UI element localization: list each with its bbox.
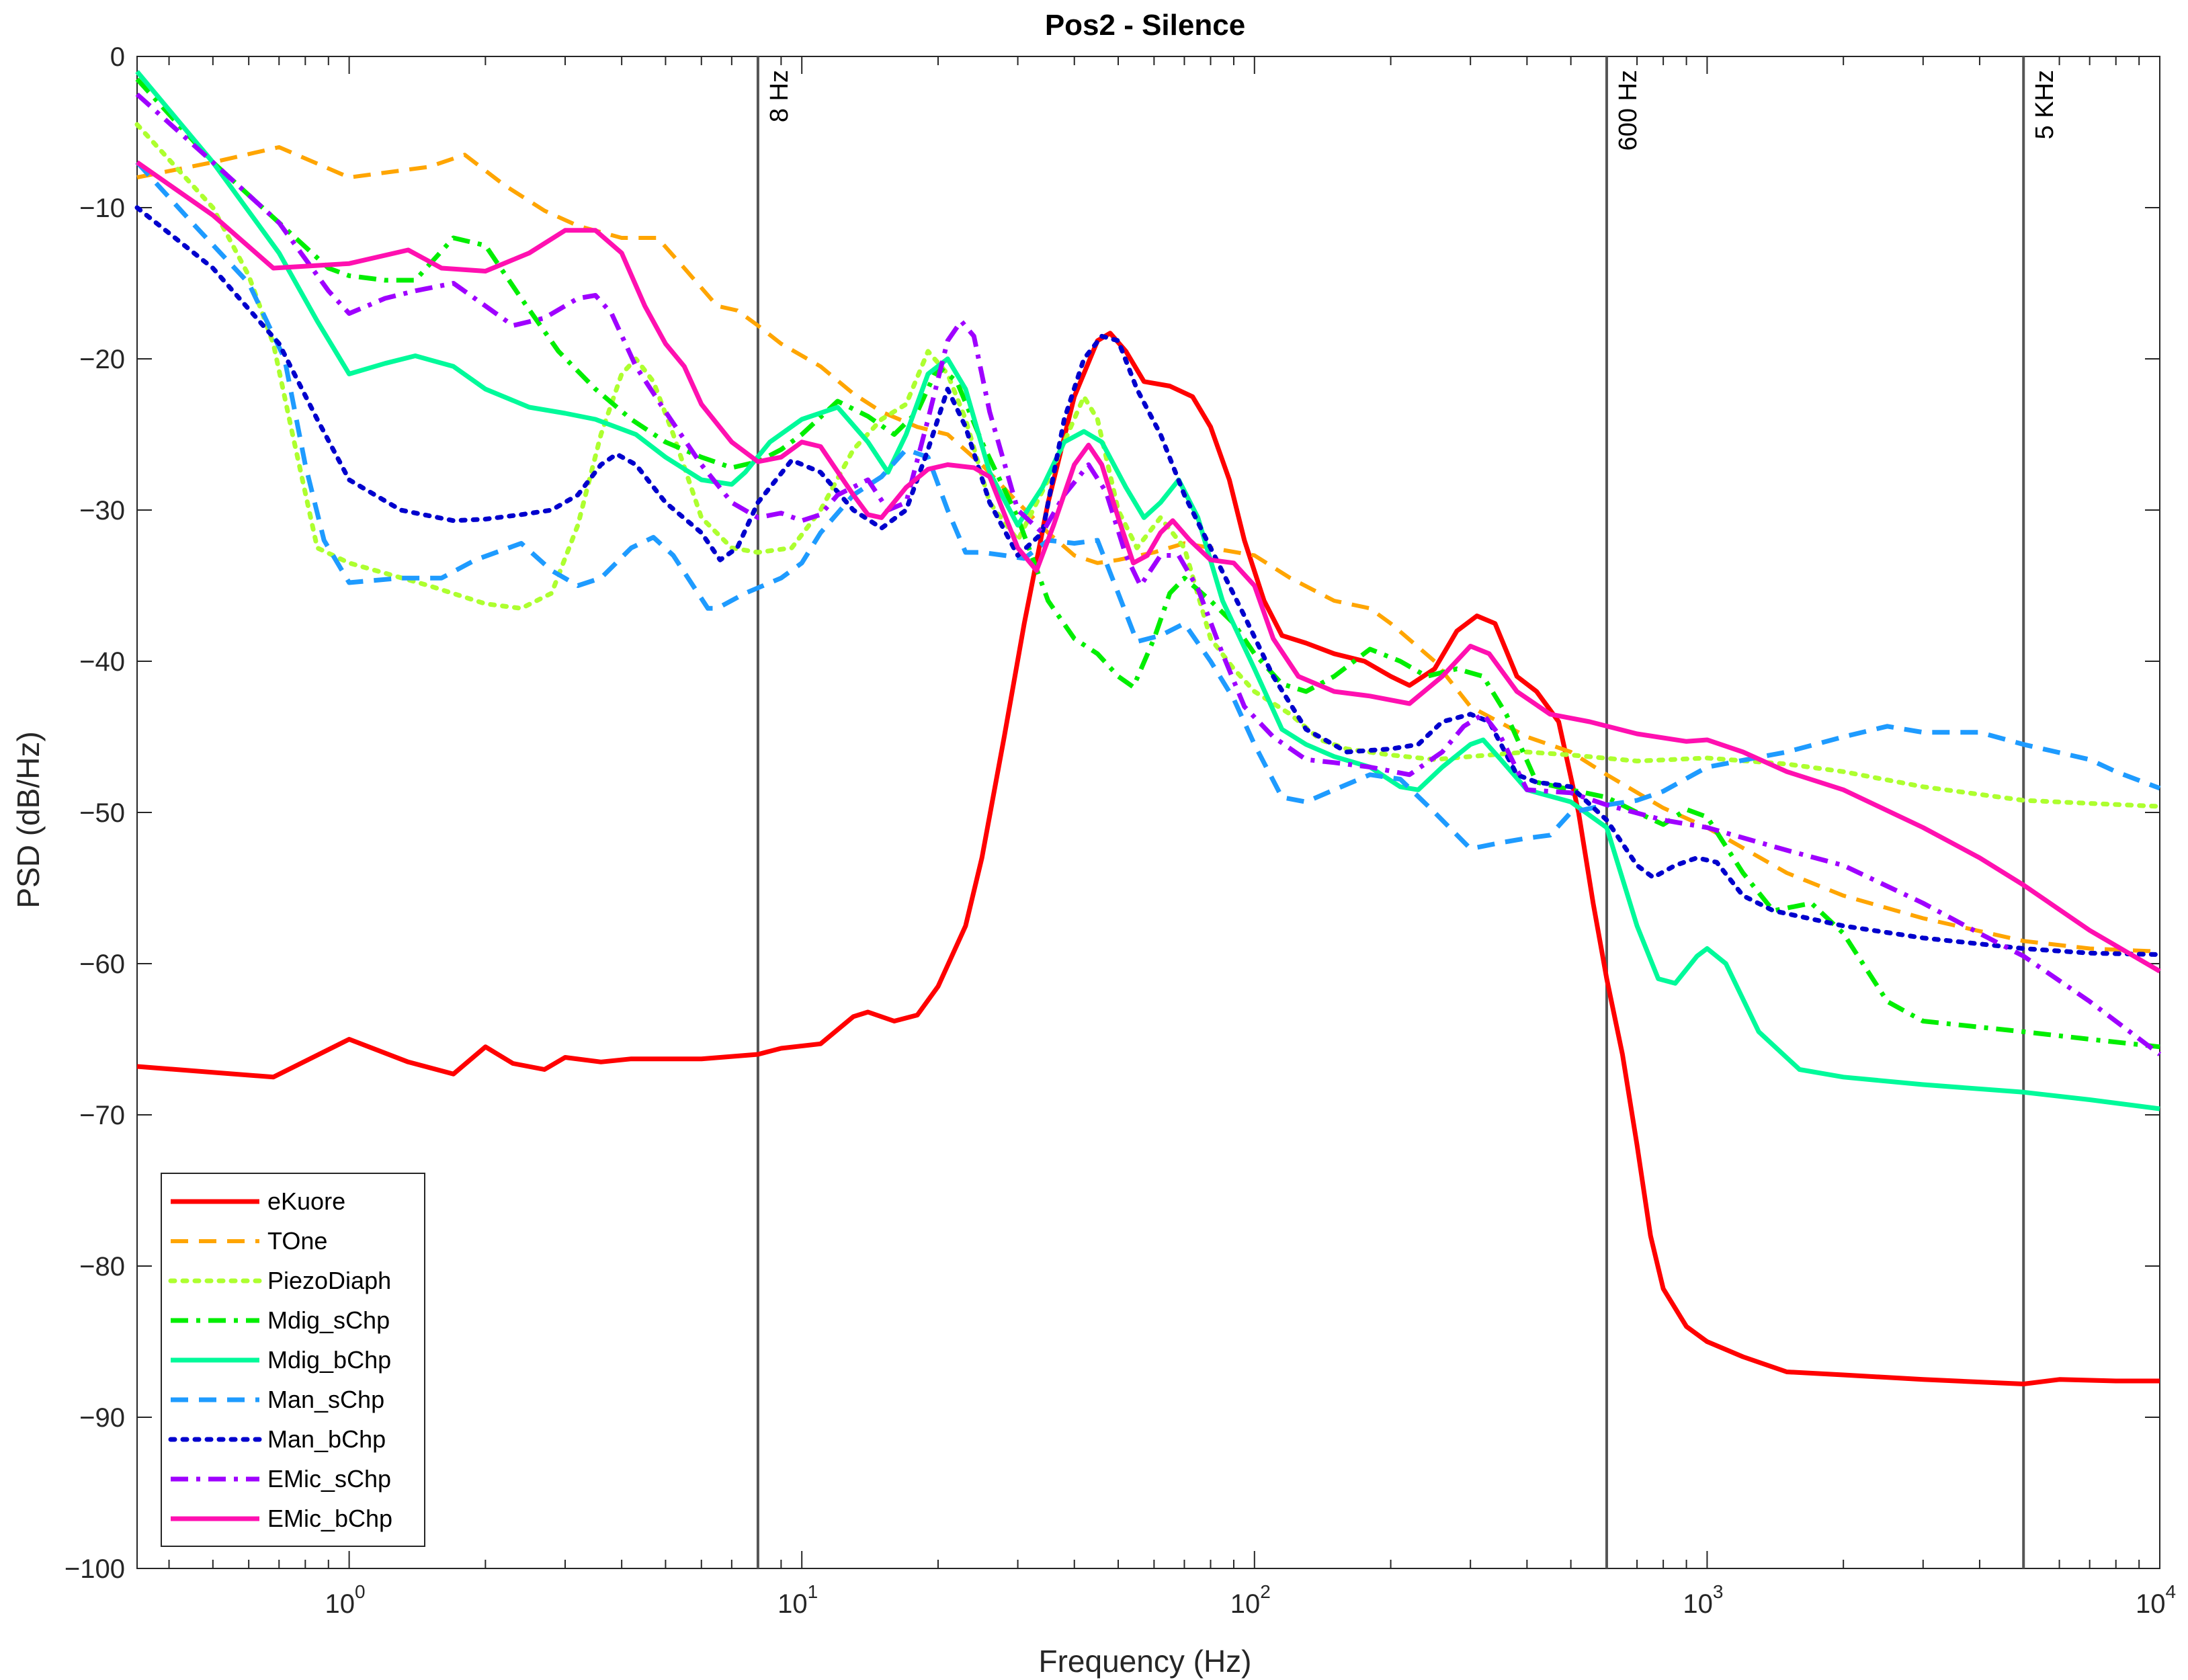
y-tick-label: −80 — [79, 1252, 125, 1282]
series-line-mdig-schp — [135, 77, 2160, 1050]
legend-label: EMic_sChp — [267, 1465, 391, 1493]
x-tick-exponent: 4 — [2165, 1581, 2176, 1602]
y-tick-label: −90 — [79, 1403, 125, 1433]
x-tick-exponent: 3 — [1713, 1581, 1724, 1602]
x-axis-label: Frequency (Hz) — [1039, 1644, 1252, 1679]
legend-label: TOne — [267, 1227, 327, 1255]
legend-label: PiezoDiaph — [267, 1267, 391, 1294]
x-tick-exponent: 1 — [808, 1581, 818, 1602]
chart-title: Pos2 - Silence — [1045, 9, 1245, 42]
y-tick-label: −60 — [79, 950, 125, 979]
series-line-man-schp — [135, 161, 2161, 851]
legend-label: Man_bChp — [267, 1425, 386, 1453]
legend-label: Man_sChp — [267, 1386, 384, 1413]
y-tick-label: −100 — [65, 1554, 125, 1584]
reference-line-label: 600 Hz — [1614, 70, 1642, 151]
y-tick-label: −40 — [79, 647, 125, 677]
plot-area-frame — [136, 56, 2160, 1569]
legend-label: EMic_bChp — [267, 1505, 392, 1532]
reference-line-label: 8 Hz — [765, 70, 794, 122]
series-line-emic-bchp — [135, 160, 2161, 974]
y-tick-label: −30 — [79, 496, 125, 526]
x-tick-exponent: 0 — [355, 1581, 366, 1602]
series-lines — [134, 70, 2162, 1386]
legend-label: Mdig_sChp — [267, 1306, 390, 1334]
series-line-tone — [136, 145, 2160, 954]
y-tick-label: −70 — [79, 1101, 125, 1130]
series-line-ekuore — [136, 331, 2160, 1386]
x-tick-exponent: 2 — [1260, 1581, 1271, 1602]
reference-line-label: 5 KHz — [2031, 70, 2059, 139]
y-tick-label: −10 — [79, 194, 125, 223]
legend: eKuore TOne PiezoDiaph Mdig_sChp Mdig_bChp Ma… — [161, 1173, 425, 1547]
reference-lines: 8 Hz 600 Hz 5 KHz — [756, 56, 2059, 1568]
series-line-mdig-bchp — [135, 70, 2160, 1111]
y-axis-label: PSD (dB/Hz) — [11, 731, 46, 908]
legend-label: eKuore — [267, 1187, 345, 1215]
series-line-emic-schp — [135, 92, 2162, 1056]
y-tick-label: −20 — [79, 345, 125, 374]
legend-label: Mdig_bChp — [267, 1346, 391, 1374]
series-line-man-bchp — [134, 205, 2162, 957]
y-tick-label: −50 — [79, 798, 125, 828]
y-tick-label: 0 — [110, 42, 125, 72]
